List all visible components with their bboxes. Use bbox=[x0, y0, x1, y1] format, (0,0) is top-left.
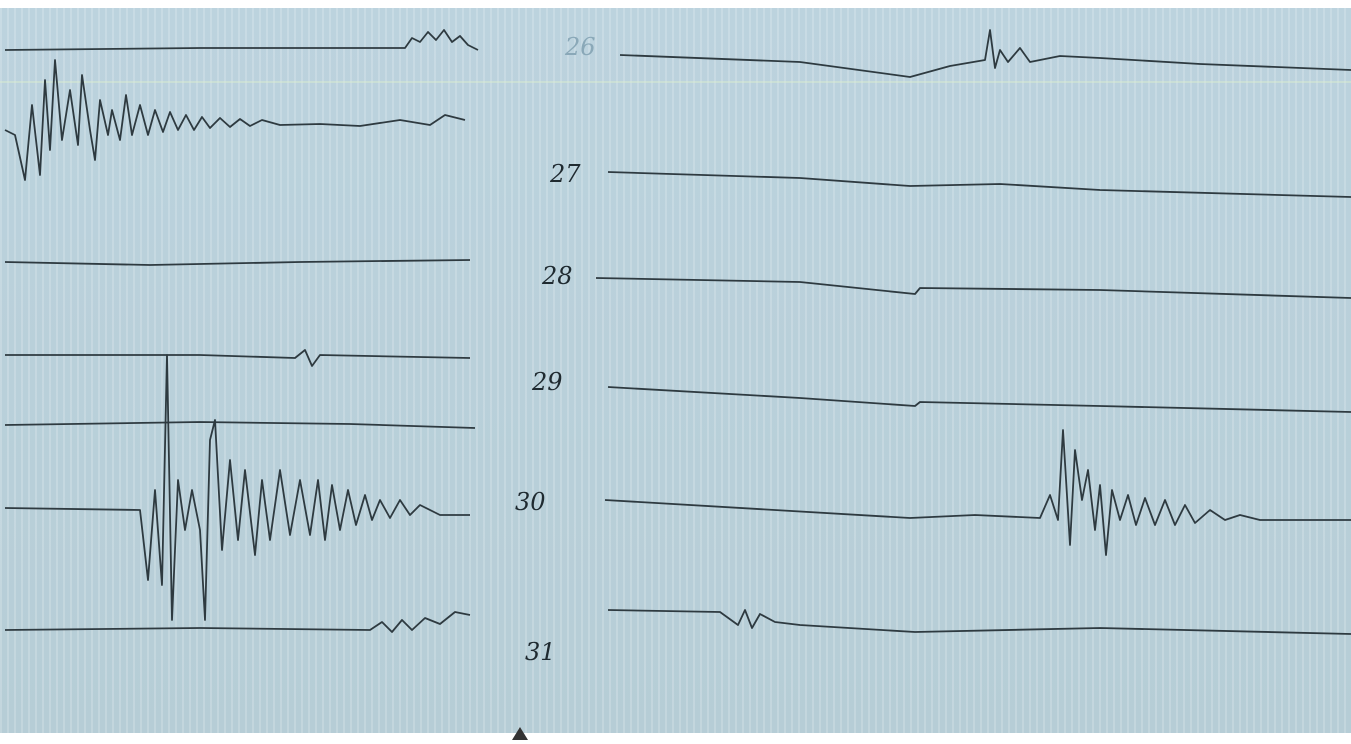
trace bbox=[605, 430, 1351, 555]
trace-label: 30 bbox=[515, 488, 546, 516]
trace-label: 29 bbox=[531, 368, 563, 396]
trace bbox=[5, 30, 478, 50]
seismogram-sheet: 26 27 28 29 30 31 bbox=[0, 0, 1351, 744]
trace bbox=[608, 172, 1351, 197]
trace-label: 27 bbox=[549, 160, 581, 188]
seismogram: 26 27 28 29 30 31 bbox=[0, 0, 1351, 744]
trace-label: 26 bbox=[564, 33, 596, 61]
trace bbox=[608, 610, 1351, 634]
trace-label: 28 bbox=[541, 262, 573, 290]
trace bbox=[596, 278, 1351, 298]
trace bbox=[608, 387, 1351, 412]
trace bbox=[5, 60, 465, 180]
bottom-margin bbox=[0, 733, 1351, 744]
trace-label: 31 bbox=[525, 638, 556, 666]
trace bbox=[5, 350, 470, 366]
trace bbox=[5, 422, 475, 428]
trace bbox=[620, 30, 1351, 77]
trace bbox=[5, 355, 470, 620]
top-margin bbox=[0, 0, 1351, 8]
trace bbox=[5, 612, 470, 632]
trace bbox=[5, 260, 470, 265]
